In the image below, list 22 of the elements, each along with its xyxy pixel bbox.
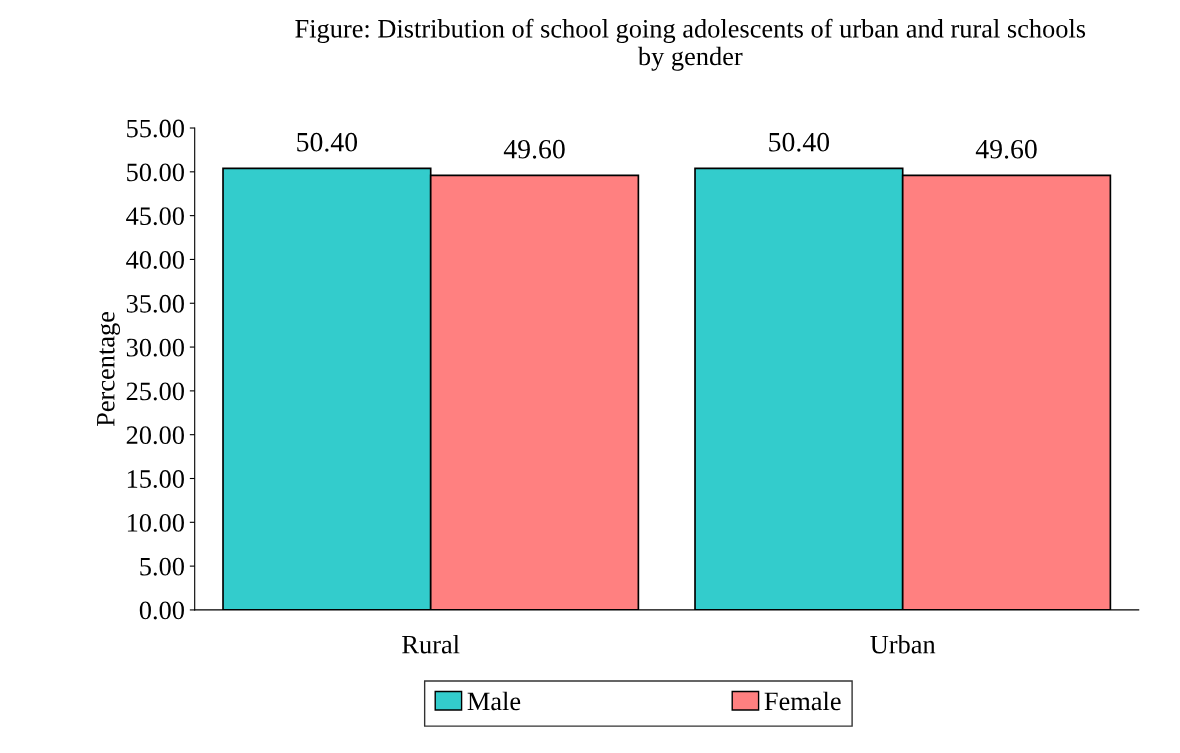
x-tick-label: Rural [402,634,460,654]
y-tick-label: 0.00 [139,601,184,620]
y-tick-label: 30.00 [126,338,184,357]
chart-title: Figure: Distribution of school going adolescents of urban and rural schools by gender [295,18,1086,71]
y-tick-label: 25.00 [126,382,184,401]
y-tick-label: 5.00 [140,557,184,576]
y-tick-label: 55.00 [127,119,184,138]
y-tick-label: 20.00 [126,426,184,445]
legend-label: Male [467,691,521,711]
data-label: 49.60 [975,139,1037,159]
x-tick-label: Urban [870,634,936,654]
data-label: 49.60 [503,139,565,159]
data-label: 50.40 [769,132,830,152]
data-label: 50.40 [297,132,358,152]
y-tick-label: 10.00 [127,513,184,532]
legend-label: Female [764,691,841,711]
y-tick-label: 45.00 [126,207,184,226]
y-tick-label: 35.00 [126,294,184,313]
y-axis-title: Percentage [97,312,121,427]
y-tick-label: 40.00 [126,251,184,269]
y-tick-label: 50.00 [127,163,184,182]
y-tick-label: 15.00 [127,470,184,489]
